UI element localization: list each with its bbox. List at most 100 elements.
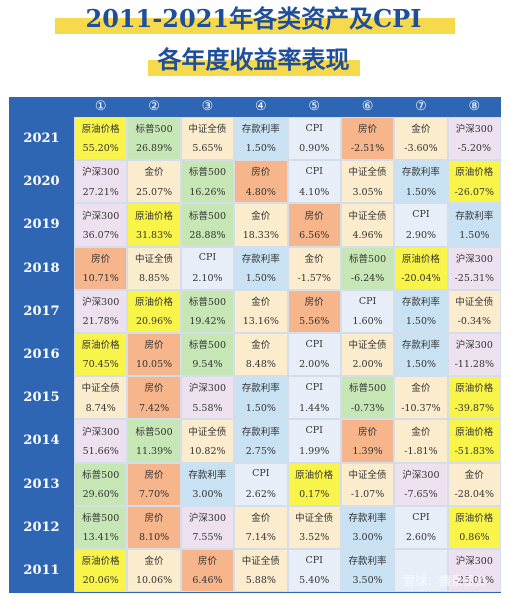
asset-cell: 沪深300 21.78% (74, 289, 128, 333)
asset-return: 29.60% (82, 488, 119, 500)
asset-cell: 存款利率 1.50% (447, 203, 501, 247)
asset-return: 7.14% (245, 532, 276, 544)
year-label: 2021 (23, 131, 60, 146)
asset-cell: 中证全债 -1.07% (340, 462, 395, 506)
asset-return: 6.46% (192, 575, 223, 587)
asset-cell: CPI 2.62% (234, 462, 288, 506)
asset-name: CPI (305, 338, 323, 350)
asset-cell: 沪深300 51.66% (74, 419, 128, 463)
asset-return: 4.96% (352, 229, 383, 241)
asset-return: 1.99% (299, 445, 330, 457)
asset-return: 5.40% (299, 575, 330, 587)
asset-name: 中证全债 (188, 426, 227, 438)
asset-name: CPI (198, 252, 217, 264)
asset-return: 70.45% (82, 359, 119, 371)
asset-return: 3.52% (299, 532, 330, 544)
asset-return: -51.83% (454, 445, 495, 457)
asset-return: 2.00% (299, 359, 330, 371)
asset-cell: CPI 1.60% (340, 289, 395, 333)
asset-return: 1.60% (352, 316, 383, 328)
asset-return: 25.07% (135, 186, 173, 198)
asset-cell: 金价 25.07% (127, 160, 181, 204)
asset-cell: 沪深300 5.58% (180, 376, 235, 420)
asset-cell: 标普500 13.41% (74, 505, 128, 549)
asset-cell: 原油价格 0.17% (287, 462, 341, 506)
asset-name: 房价 (358, 124, 378, 136)
asset-return: 7.42% (138, 402, 170, 414)
asset-name: 中证全债 (455, 297, 494, 309)
asset-return: -26.07% (454, 186, 495, 198)
asset-cell: 存款利率 1.50% (234, 246, 288, 290)
asset-cell: CPI 1.44% (287, 376, 341, 420)
asset-cell: 原油价格 20.06% (74, 549, 128, 593)
asset-cell: 中证全债 5.88% (234, 549, 288, 593)
asset-return: -10.37% (401, 402, 441, 414)
asset-cell: 原油价格 55.20% (74, 117, 128, 161)
asset-name: 标普500 (188, 340, 226, 352)
asset-name: 存款利率 (241, 426, 280, 438)
asset-cell: 金价 7.14% (234, 505, 288, 549)
asset-name: 存款利率 (241, 253, 280, 265)
year-label: 2013 (23, 476, 60, 492)
asset-return: 1.39% (352, 445, 383, 457)
asset-name: CPI (305, 165, 323, 177)
asset-return: 4.10% (299, 186, 330, 198)
asset-name: 房价 (304, 210, 324, 222)
asset-name: 中证全债 (241, 556, 280, 568)
asset-name: 中证全债 (188, 124, 227, 136)
asset-name: 金价 (304, 253, 324, 265)
asset-cell: CPI 2.10% (180, 246, 235, 290)
asset-return: 2.10% (192, 272, 223, 284)
asset-cell: 房价 4.80% (234, 160, 288, 204)
asset-name: 中证全债 (81, 383, 120, 395)
asset-cell: 房价 10.05% (127, 333, 181, 377)
asset-name: 房价 (144, 469, 164, 481)
asset-cell: 原油价格 31.83% (127, 203, 181, 247)
asset-return: 8.74% (85, 402, 116, 414)
rank-header: ③ (201, 99, 214, 114)
asset-cell: 房价 6.46% (180, 549, 235, 593)
asset-cell: 房价 5.56% (287, 289, 341, 333)
asset-name: 房价 (91, 253, 111, 265)
asset-cell: 中证全债 2.00% (340, 333, 395, 377)
asset-name: 金价 (251, 513, 271, 525)
asset-name: 沪深300 (82, 210, 120, 222)
asset-name: 原油价格 (455, 426, 494, 438)
asset-cell: 金价 13.16% (234, 289, 288, 333)
asset-cell: 原油价格 70.45% (74, 333, 128, 377)
asset-cell: 原油价格 -39.87% (447, 376, 501, 420)
year-label: 2011 (23, 563, 60, 578)
asset-name: 存款利率 (401, 167, 440, 179)
year-label: 2020 (23, 174, 60, 190)
asset-name: 沪深300 (188, 513, 226, 525)
asset-return: -6.24% (350, 272, 385, 284)
asset-name: 金价 (411, 383, 431, 395)
asset-return: 7.55% (192, 532, 223, 544)
asset-return: -5.20% (457, 143, 491, 155)
asset-name: 房价 (144, 383, 164, 395)
asset-return: 55.20% (82, 143, 119, 155)
title-highlight (55, 18, 455, 34)
year-label: 2016 (23, 347, 60, 362)
asset-cell: CPI 4.10% (287, 160, 341, 204)
asset-return: -7.65% (404, 488, 438, 500)
asset-name: 原油价格 (295, 469, 334, 481)
asset-cell: 原油价格 -51.83% (447, 419, 501, 463)
asset-cell: 存款利率 3.00% (340, 505, 395, 549)
year-label: 2018 (23, 260, 60, 276)
asset-cell: 存款利率 1.50% (394, 289, 448, 333)
asset-return: 5.56% (299, 316, 330, 328)
asset-return: 20.96% (135, 316, 173, 328)
rank-header: ⑦ (415, 99, 427, 114)
asset-name: 中证全债 (348, 210, 387, 222)
asset-name: 金价 (251, 297, 271, 309)
asset-cell: CPI 5.40% (287, 549, 341, 593)
asset-name: CPI (305, 381, 323, 393)
asset-name: 标普500 (135, 124, 173, 136)
asset-name: 沪深300 (188, 383, 226, 395)
asset-name: 金价 (411, 426, 431, 438)
asset-name: CPI (305, 554, 323, 566)
asset-name: 标普500 (348, 383, 387, 395)
asset-name (395, 550, 446, 571)
asset-cell: 原油价格 -20.04% (394, 246, 448, 290)
